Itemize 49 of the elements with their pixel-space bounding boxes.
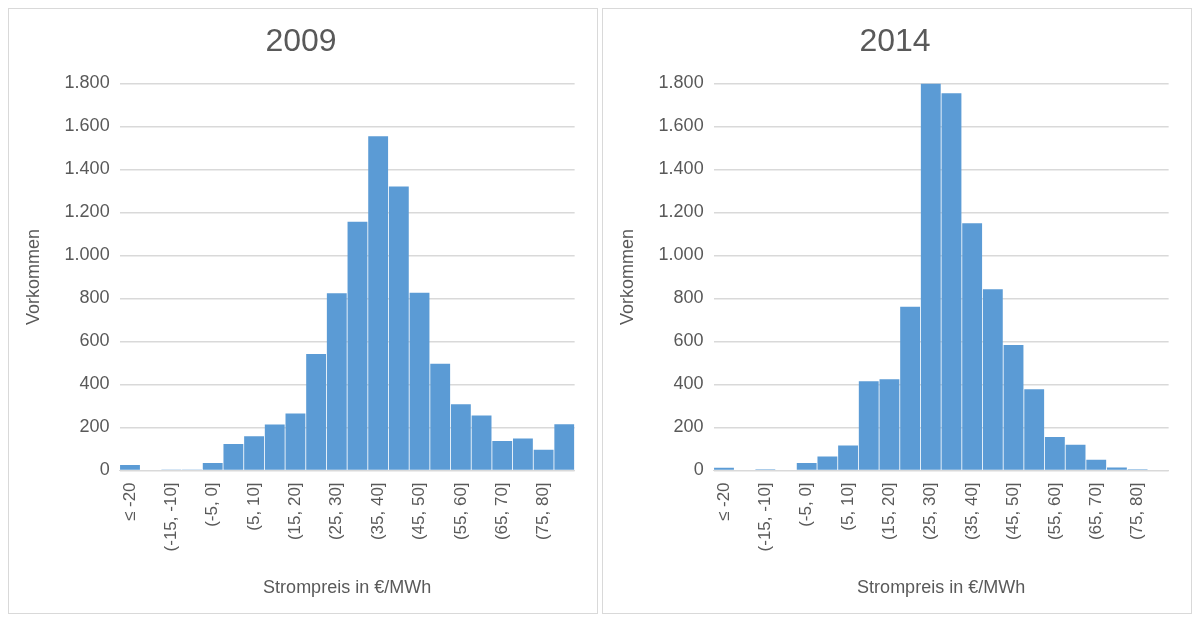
y-tick-label: 1.000	[64, 244, 110, 265]
x-tick-label: (5, 10]	[837, 482, 857, 531]
y-tick-label: 1.800	[64, 72, 110, 93]
chart-title: 2009	[265, 22, 337, 59]
x-tick-label: (55, 60]	[450, 482, 470, 541]
y-tick-label: 1.200	[64, 201, 110, 222]
y-tick-label: 600	[79, 330, 110, 351]
x-tick-label: (15, 20]	[879, 482, 899, 541]
bar	[120, 465, 140, 470]
y-tick-label: 0	[99, 459, 110, 480]
x-tick-label: (-15, -10]	[161, 482, 181, 552]
x-tick-label: (45, 50]	[1003, 482, 1023, 541]
y-axis-title: Vorkommen	[616, 228, 637, 325]
x-tick-label: (15, 20]	[285, 482, 305, 541]
x-axis-title: Strompreis in €/MWh	[857, 577, 1026, 598]
chart-title: 2014	[859, 22, 931, 59]
y-tick-label: 800	[79, 287, 110, 308]
x-tick-label: (25, 30]	[920, 482, 940, 541]
x-tick-label: (-5, 0]	[202, 482, 222, 527]
x-tick-label: (-15, -10]	[755, 482, 775, 552]
x-tick-label: (55, 60]	[1044, 482, 1064, 541]
x-tick-label: ≤ -20	[713, 482, 733, 522]
x-tick-label: (-5, 0]	[796, 482, 816, 527]
y-tick-label: 1.600	[64, 115, 110, 136]
x-tick-label: (75, 80]	[1127, 482, 1147, 541]
x-tick-label: (35, 40]	[961, 482, 981, 541]
y-tick-label: 400	[673, 373, 704, 394]
y-tick-label: 200	[673, 416, 704, 437]
y-tick-label: 1.400	[64, 158, 110, 179]
y-tick-label: 1.400	[658, 158, 704, 179]
y-tick-label: 1.000	[658, 244, 704, 265]
y-tick-label: 800	[673, 287, 704, 308]
x-tick-label: (45, 50]	[409, 482, 429, 541]
y-tick-label: 200	[79, 416, 110, 437]
y-tick-label: 1.600	[658, 115, 704, 136]
x-tick-label: (25, 30]	[326, 482, 346, 541]
y-tick-label: 1.800	[658, 72, 704, 93]
y-tick-label: 0	[693, 459, 704, 480]
x-tick-label: (35, 40]	[367, 482, 387, 541]
y-tick-label: 1.200	[658, 201, 704, 222]
x-tick-label: (65, 70]	[491, 482, 511, 541]
x-tick-label: ≤ -20	[119, 482, 139, 522]
x-tick-label: (5, 10]	[243, 482, 263, 531]
x-axis-title: Strompreis in €/MWh	[263, 577, 432, 598]
y-tick-label: 600	[673, 330, 704, 351]
y-tick-label: 400	[79, 373, 110, 394]
y-axis-title: Vorkommen	[22, 228, 43, 325]
x-tick-label: (65, 70]	[1085, 482, 1105, 541]
x-tick-label: (75, 80]	[533, 482, 553, 541]
